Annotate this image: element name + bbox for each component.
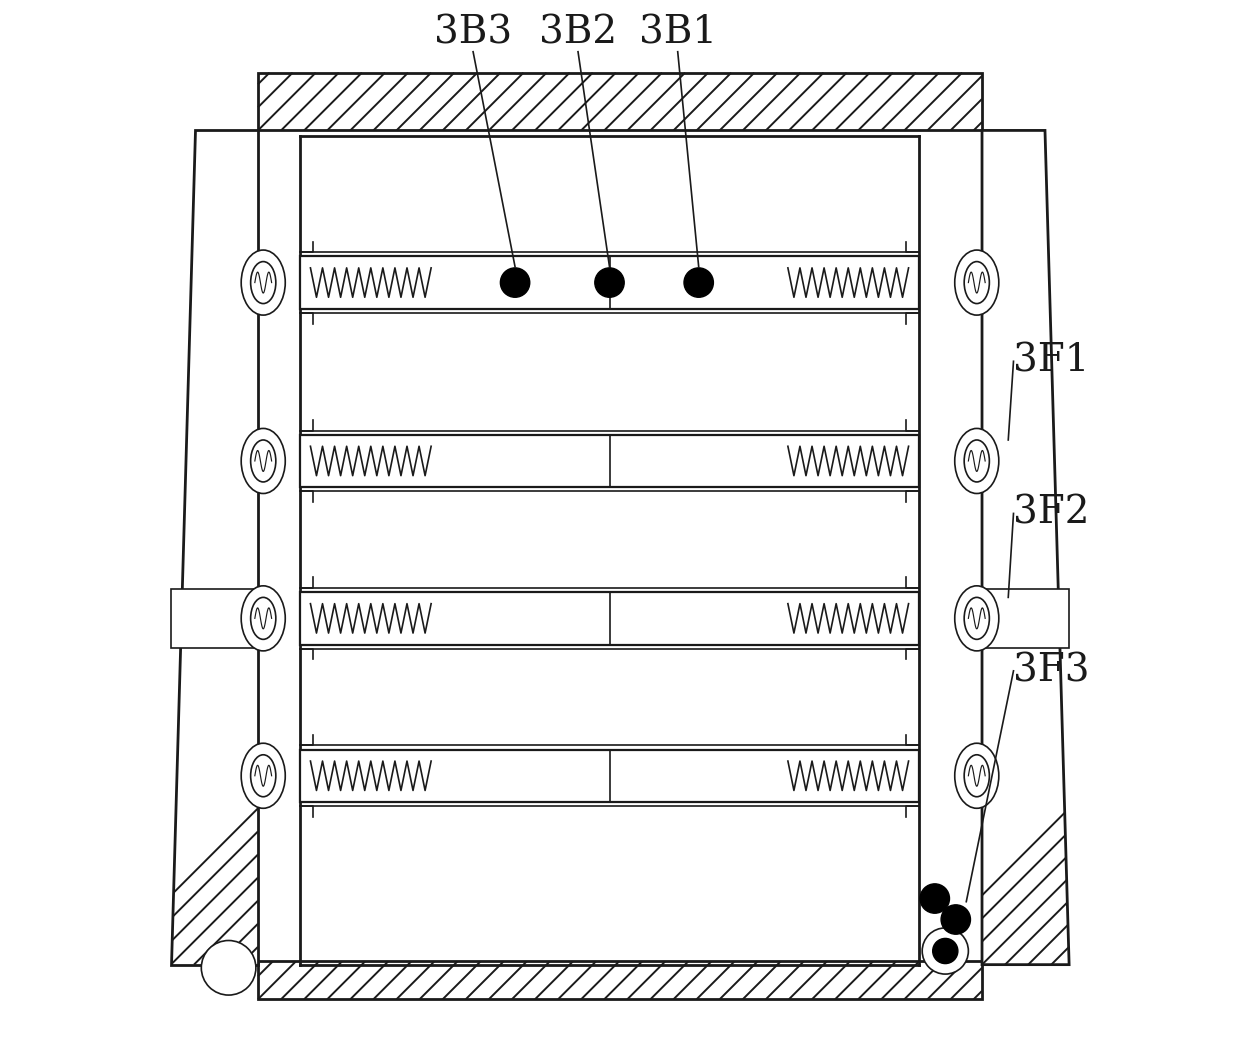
Ellipse shape xyxy=(242,586,285,651)
Circle shape xyxy=(684,268,713,297)
Polygon shape xyxy=(982,130,1069,965)
Text: 3B2: 3B2 xyxy=(539,15,618,52)
Bar xyxy=(171,589,265,647)
Ellipse shape xyxy=(965,598,990,639)
Bar xyxy=(300,256,919,309)
Text: 3B1: 3B1 xyxy=(639,15,717,52)
Ellipse shape xyxy=(250,440,275,482)
Circle shape xyxy=(920,883,950,913)
Ellipse shape xyxy=(955,428,998,493)
Bar xyxy=(300,749,919,802)
Circle shape xyxy=(201,941,255,996)
Bar xyxy=(300,435,919,487)
Circle shape xyxy=(941,905,971,934)
Circle shape xyxy=(932,938,957,964)
Circle shape xyxy=(923,928,968,974)
Ellipse shape xyxy=(250,261,275,304)
Circle shape xyxy=(595,268,624,297)
Bar xyxy=(300,592,919,644)
Ellipse shape xyxy=(250,598,275,639)
Bar xyxy=(258,73,982,130)
Bar xyxy=(975,589,1069,647)
Ellipse shape xyxy=(965,440,990,482)
Ellipse shape xyxy=(250,754,275,797)
Text: 3F2: 3F2 xyxy=(1013,495,1090,532)
Polygon shape xyxy=(171,130,258,965)
Ellipse shape xyxy=(965,754,990,797)
Ellipse shape xyxy=(242,743,285,808)
Ellipse shape xyxy=(955,743,998,808)
Ellipse shape xyxy=(965,261,990,304)
Ellipse shape xyxy=(955,250,998,315)
Ellipse shape xyxy=(242,428,285,493)
Text: 3F1: 3F1 xyxy=(1013,343,1090,380)
Bar xyxy=(258,962,982,999)
Ellipse shape xyxy=(955,586,998,651)
Circle shape xyxy=(501,268,529,297)
Ellipse shape xyxy=(242,250,285,315)
Text: 3F3: 3F3 xyxy=(1013,653,1090,690)
Text: 3B3: 3B3 xyxy=(434,15,512,52)
